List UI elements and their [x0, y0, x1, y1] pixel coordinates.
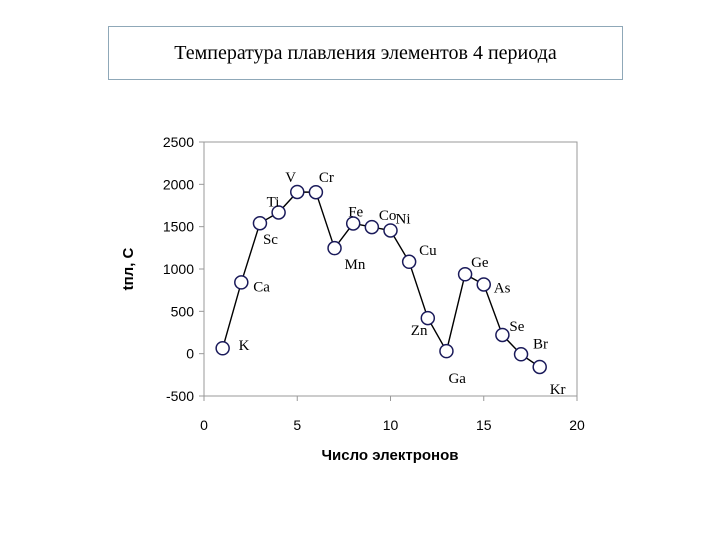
y-tick-label: 2000 [163, 176, 194, 192]
data-point [383, 223, 398, 238]
x-axis-label: Число электронов [322, 447, 459, 464]
element-label: Cu [419, 243, 437, 259]
data-point [308, 184, 324, 200]
element-labels: K Ca Sc Ti V Cr Mn Fe Co Ni Cu Zn Ga Ge As Se Br Kr [239, 170, 566, 398]
data-points [215, 184, 547, 375]
y-tick-label: 1500 [163, 219, 194, 235]
data-point [439, 343, 454, 359]
element-label: Co [379, 208, 397, 224]
data-point [234, 275, 249, 290]
y-tick-label: 2500 [163, 134, 194, 150]
data-point [364, 219, 380, 235]
y-axis-ticks: -500 0 500 1000 1500 2000 2500 [163, 134, 204, 404]
data-point [327, 240, 342, 256]
element-label: Ca [253, 279, 270, 295]
data-point [252, 215, 268, 231]
element-label: As [494, 280, 511, 296]
element-label: Sc [263, 232, 278, 248]
x-tick-label: 20 [569, 417, 585, 433]
y-tick-label: -500 [166, 388, 194, 404]
data-point [495, 327, 510, 343]
element-label: Se [509, 319, 524, 335]
y-axis-label: tпл, С [120, 247, 137, 290]
data-point [215, 340, 230, 356]
data-point [271, 205, 286, 220]
data-point [401, 254, 417, 270]
element-label: Kr [550, 382, 566, 398]
x-tick-label: 10 [383, 417, 399, 433]
element-label: Ge [471, 255, 489, 271]
element-label: Ni [396, 211, 411, 227]
data-point [532, 359, 547, 375]
element-label: Cr [319, 170, 334, 186]
data-point [476, 277, 491, 292]
x-tick-label: 5 [293, 417, 301, 433]
element-label: Fe [348, 204, 363, 220]
y-tick-label: 0 [186, 346, 194, 362]
x-tick-label: 0 [200, 417, 208, 433]
y-tick-label: 1000 [163, 261, 194, 277]
x-tick-label: 15 [476, 417, 492, 433]
x-axis-ticks: 0 5 10 15 20 [200, 396, 585, 433]
element-label: K [239, 338, 250, 354]
element-label: Zn [411, 323, 428, 339]
data-point [513, 347, 529, 362]
data-point [345, 216, 361, 231]
element-label: Ti [267, 194, 280, 210]
element-label: Mn [345, 257, 366, 273]
element-label: Br [533, 336, 548, 352]
chart-title: Температура плавления элементов 4 период… [108, 26, 623, 80]
element-label: V [285, 170, 296, 186]
y-tick-label: 500 [171, 303, 195, 319]
data-point [290, 184, 305, 200]
element-label: Ga [448, 371, 466, 387]
data-point [420, 310, 436, 326]
data-point [457, 266, 473, 282]
